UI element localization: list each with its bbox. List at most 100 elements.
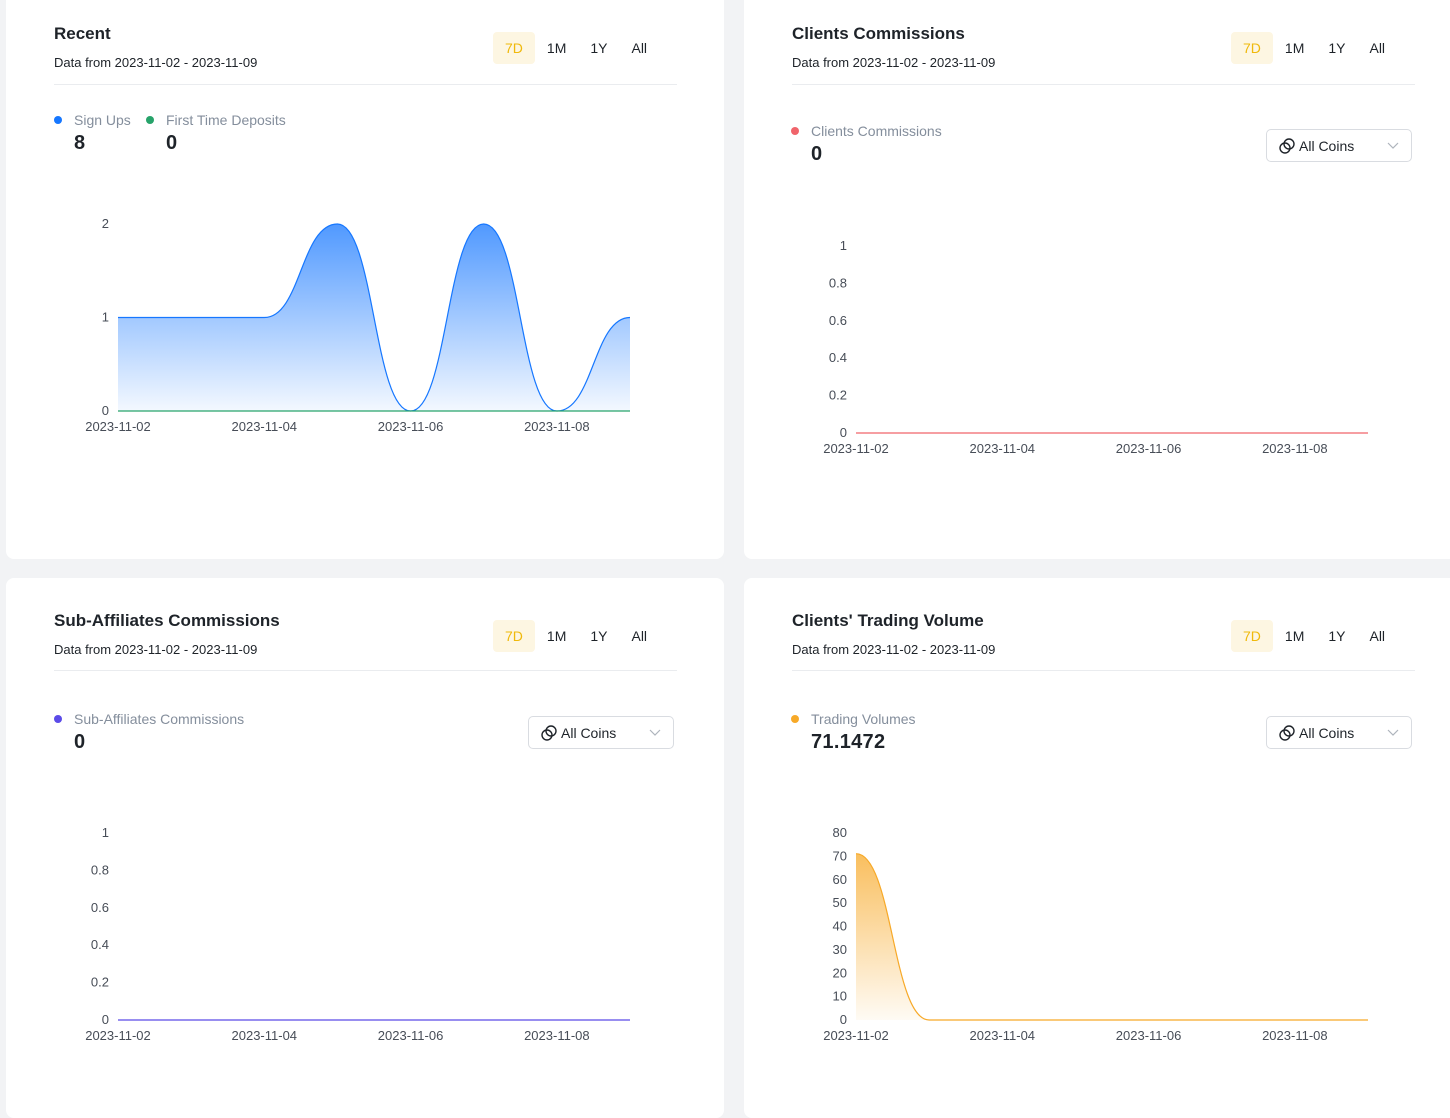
stat-label: Trading Volumes (811, 711, 916, 727)
period-tab-1m[interactable]: 1M (1284, 628, 1305, 644)
divider (54, 670, 677, 671)
stat-sign-ups: Sign Ups 8 (54, 112, 131, 155)
card-date-range: Data from 2023-11-02 - 2023-11-09 (54, 642, 258, 657)
trading-volume-card: Clients' Trading Volume Data from 2023-1… (744, 578, 1450, 1118)
y-tick-label: 0 (102, 403, 109, 418)
y-tick-label: 1 (102, 825, 109, 840)
period-tab-1y[interactable]: 1Y (1328, 40, 1346, 56)
period-tab-7d[interactable]: 7D (1231, 620, 1273, 652)
y-tick-label: 20 (833, 965, 847, 980)
y-tick-label: 0.4 (91, 937, 109, 952)
x-tick-label: 2023-11-06 (1116, 1028, 1182, 1043)
sub-affiliates-card: Sub-Affiliates Commissions Data from 202… (6, 578, 724, 1118)
coin-select[interactable]: All Coins (1266, 716, 1412, 749)
stat-value: 0 (74, 731, 86, 753)
stat-clients-commissions: Clients Commissions 0 (791, 123, 942, 166)
y-tick-label: 30 (833, 942, 847, 957)
y-tick-label: 0.2 (91, 975, 109, 990)
stat-label: Sign Ups (74, 112, 131, 128)
legend-dot (54, 116, 62, 124)
period-tab-1m[interactable]: 1M (546, 40, 567, 56)
stat-sub-affiliates-commissions: Sub-Affiliates Commissions 0 (54, 711, 244, 754)
card-title: Clients Commissions (792, 24, 965, 43)
coin-select-label: All Coins (561, 724, 617, 741)
period-tab-7d[interactable]: 7D (1231, 32, 1273, 64)
period-tab-1y[interactable]: 1Y (1328, 628, 1346, 644)
legend-dot (54, 715, 62, 723)
period-tab-all[interactable]: All (1369, 628, 1386, 644)
divider (792, 84, 1415, 85)
stat-label: Clients Commissions (811, 123, 942, 139)
period-tabs: 7D 1M 1Y All (1231, 32, 1397, 64)
sub-affiliates-chart: 0 0.2 0.4 0.6 0.8 1 2023-11-02 2023-11-04 2023-1… (85, 825, 630, 1043)
chevron-down-icon (1387, 142, 1399, 149)
stat-value: 8 (74, 132, 86, 154)
x-tick-label: 2023-11-02 (823, 441, 889, 456)
y-tick-label: 0.8 (91, 862, 109, 877)
recent-card: Recent Data from 2023-11-02 - 2023-11-09… (6, 0, 724, 559)
stat-label: Sub-Affiliates Commissions (74, 711, 245, 727)
period-tab-1m[interactable]: 1M (1284, 40, 1305, 56)
y-tick-label: 0 (840, 425, 847, 440)
period-tab-1y[interactable]: 1Y (590, 628, 608, 644)
x-tick-label: 2023-11-02 (823, 1028, 889, 1043)
x-tick-label: 2023-11-04 (970, 441, 1036, 456)
period-tabs: 7D 1M 1Y All (1231, 620, 1397, 652)
y-tick-label: 0.6 (829, 313, 847, 328)
period-tab-all[interactable]: All (1369, 40, 1386, 56)
clients-commissions-card: Clients Commissions Data from 2023-11-02… (744, 0, 1450, 559)
coin-select[interactable]: All Coins (528, 716, 674, 749)
clients-commissions-chart: 0 0.2 0.4 0.6 0.8 1 2023-11-02 2023-11-04 2023-1… (823, 238, 1368, 456)
y-tick-label: 70 (833, 848, 847, 863)
y-tick-label: 0.6 (91, 900, 109, 915)
card-title: Sub-Affiliates Commissions (54, 611, 280, 630)
x-tick-label: 2023-11-02 (85, 419, 151, 434)
coin-select[interactable]: All Coins (1266, 129, 1412, 162)
x-tick-label: 2023-11-02 (85, 1028, 151, 1043)
y-tick-label: 0.8 (829, 275, 847, 290)
x-tick-label: 2023-11-04 (970, 1028, 1036, 1043)
y-tick-label: 0 (840, 1012, 847, 1027)
y-tick-label: 0.4 (829, 350, 847, 365)
card-title: Recent (54, 24, 111, 43)
divider (54, 84, 677, 85)
y-tick-label: 60 (833, 872, 847, 887)
stat-label: First Time Deposits (166, 112, 286, 128)
y-tick-label: 50 (833, 895, 847, 910)
x-tick-label: 2023-11-04 (232, 419, 298, 434)
legend-dot (791, 127, 799, 135)
legend-dot (791, 715, 799, 723)
period-tab-1m[interactable]: 1M (546, 628, 567, 644)
stat-trading-volumes: Trading Volumes 71.1472 (791, 711, 916, 754)
series-area (856, 853, 1368, 1020)
y-tick-label: 1 (102, 310, 109, 325)
period-tab-all[interactable]: All (631, 40, 648, 56)
chevron-down-icon (649, 729, 661, 736)
period-tabs: 7D 1M 1Y All (493, 32, 659, 64)
divider (792, 670, 1415, 671)
period-tab-7d[interactable]: 7D (493, 620, 535, 652)
x-tick-label: 2023-11-06 (1116, 441, 1182, 456)
trading-volume-chart: 0 10 20 30 40 50 60 70 80 2023-11-02 2023-11-04 202… (823, 825, 1368, 1043)
stat-value: 0 (166, 132, 178, 154)
card-date-range: Data from 2023-11-02 - 2023-11-09 (54, 55, 258, 70)
y-tick-label: 10 (833, 989, 847, 1004)
y-tick-label: 80 (833, 825, 847, 840)
period-tabs: 7D 1M 1Y All (493, 620, 659, 652)
period-tab-all[interactable]: All (631, 628, 648, 644)
x-tick-label: 2023-11-08 (524, 1028, 590, 1043)
card-date-range: Data from 2023-11-02 - 2023-11-09 (792, 55, 996, 70)
card-title: Clients' Trading Volume (792, 611, 984, 630)
y-tick-label: 0 (102, 1012, 109, 1027)
x-tick-label: 2023-11-08 (524, 419, 590, 434)
coin-select-label: All Coins (1299, 724, 1355, 741)
coin-select-label: All Coins (1299, 137, 1355, 154)
x-tick-label: 2023-11-08 (1262, 441, 1328, 456)
period-tab-1y[interactable]: 1Y (590, 40, 608, 56)
y-tick-label: 0.2 (829, 388, 847, 403)
coins-icon (1279, 137, 1295, 154)
period-tab-7d[interactable]: 7D (493, 32, 535, 64)
card-date-range: Data from 2023-11-02 - 2023-11-09 (792, 642, 996, 657)
stat-value: 0 (811, 143, 823, 165)
series-line (855, 853, 1368, 1021)
